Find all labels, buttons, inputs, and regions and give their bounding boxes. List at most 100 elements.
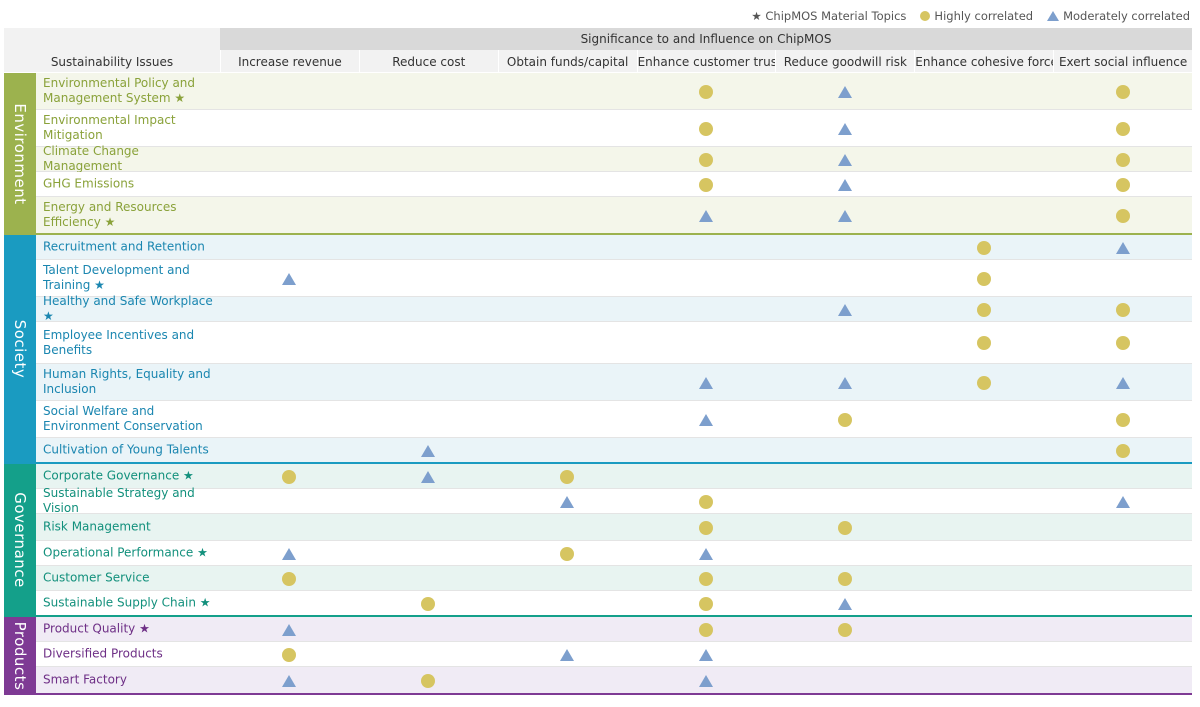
highly-correlated-mark: [560, 469, 575, 484]
moderately-correlated-mark: [699, 674, 713, 687]
moderately-correlated-mark: [282, 272, 297, 285]
table-row: Talent Development and Training ★: [36, 260, 1192, 297]
issue-label: Operational Performance ★: [43, 545, 208, 560]
moderately-correlated-mark: [837, 122, 852, 135]
issue-label: Customer Service: [43, 570, 150, 585]
highly-correlated-mark: [699, 152, 713, 167]
table-row: Sustainable Supply Chain ★: [36, 591, 1192, 616]
column-header: Enhance customer trust: [636, 50, 782, 72]
highly-correlated-mark: [699, 571, 713, 586]
issue-label: Healthy and Safe Workplace ★: [43, 294, 213, 323]
category-divider: [4, 615, 1192, 617]
table-row: Risk Management: [36, 514, 1192, 541]
highly-correlated-mark: [976, 240, 991, 255]
highly-correlated-mark: [1115, 84, 1130, 99]
significance-header: Significance to and Influence on ChipMOS: [220, 28, 1192, 50]
circle-icon: [920, 11, 931, 21]
issue-label: GHG Emissions: [43, 176, 135, 191]
highly-correlated-mark: [699, 596, 713, 611]
issue-label: Social Welfare and Environment Conservat…: [43, 404, 203, 433]
moderately-correlated-mark: [1115, 376, 1130, 389]
legend-moderate: Moderately correlated: [1047, 9, 1190, 23]
moderately-correlated-mark: [282, 623, 297, 636]
moderately-correlated-mark: [837, 85, 852, 98]
highly-correlated-mark: [282, 469, 297, 484]
moderately-correlated-mark: [699, 209, 713, 222]
column-header: Increase revenue: [220, 50, 359, 72]
highly-correlated-mark: [1115, 121, 1130, 136]
table-row: Corporate Governance ★: [36, 464, 1192, 489]
table-row: Cultivation of Young Talents: [36, 438, 1192, 463]
highly-correlated-mark: [560, 546, 575, 561]
triangle-icon: [1047, 11, 1060, 21]
table-row: Environmental Policy and Management Syst…: [36, 73, 1192, 110]
highly-correlated-mark: [699, 520, 713, 535]
column-header: Reduce cost: [358, 50, 498, 72]
moderately-correlated-mark: [1115, 495, 1130, 508]
column-header: Obtain funds/capital: [497, 50, 637, 72]
category-band: Governance: [4, 464, 36, 616]
legend-material: ★ ChipMOS Material Topics: [751, 9, 906, 23]
category-label: Governance: [11, 492, 29, 588]
issue-label: Sustainable Supply Chain ★: [43, 595, 211, 610]
issue-label: Talent Development and Training ★: [43, 263, 190, 292]
legend-high: Highly correlated: [920, 9, 1033, 23]
legend: ★ ChipMOS Material Topics Highly correla…: [751, 9, 1190, 23]
issue-label: Product Quality ★: [43, 621, 150, 636]
category-label: Society: [11, 319, 29, 379]
issue-label: Corporate Governance ★: [43, 468, 194, 483]
highly-correlated-mark: [1115, 208, 1130, 223]
moderately-correlated-mark: [560, 648, 575, 661]
issue-label: Risk Management: [43, 519, 151, 534]
issue-label: Employee Incentives and Benefits: [43, 327, 195, 357]
legend-material-label: ★ ChipMOS Material Topics: [751, 9, 907, 23]
column-header: Exert social influence: [1053, 50, 1193, 72]
table-row: Product Quality ★: [36, 617, 1192, 642]
issue-label: Human Rights, Equality and Inclusion: [43, 367, 211, 396]
issue-label: Environmental Policy and Management Syst…: [43, 76, 196, 105]
table-row: GHG Emissions: [36, 172, 1192, 197]
highly-correlated-mark: [282, 571, 297, 586]
moderately-correlated-mark: [699, 376, 713, 389]
column-header: Enhance cohesive force: [914, 50, 1058, 72]
highly-correlated-mark: [976, 302, 991, 317]
moderately-correlated-mark: [699, 648, 713, 661]
issue-label: Sustainable Strategy and Vision: [43, 486, 195, 515]
moderately-correlated-mark: [837, 376, 852, 389]
table-row: Social Welfare and Environment Conservat…: [36, 401, 1192, 438]
moderately-correlated-mark: [560, 495, 575, 508]
table-row: Operational Performance ★: [36, 541, 1192, 566]
issue-label: Recruitment and Retention: [43, 239, 205, 254]
highly-correlated-mark: [699, 622, 713, 637]
issues-header-label: Sustainability Issues: [50, 55, 174, 69]
table-row: Healthy and Safe Workplace ★: [36, 294, 1192, 323]
highly-correlated-mark: [837, 520, 852, 535]
issues-header: Sustainability Issues: [4, 28, 220, 72]
legend-moderate-label: Moderately correlated: [1063, 9, 1190, 23]
table-row: Customer Service: [36, 566, 1192, 591]
highly-correlated-mark: [1115, 412, 1130, 427]
category-divider: [4, 233, 1192, 235]
table-row: Energy and Resources Efficiency ★: [36, 197, 1192, 234]
category-divider: [4, 693, 1192, 695]
moderately-correlated-mark: [837, 209, 852, 222]
issue-label: Smart Factory: [43, 672, 127, 687]
highly-correlated-mark: [699, 494, 713, 509]
highly-correlated-mark: [837, 622, 852, 637]
highly-correlated-mark: [976, 375, 991, 390]
issue-label: Climate Change Management: [43, 144, 139, 173]
moderately-correlated-mark: [837, 303, 852, 316]
issue-label: Environmental Impact Mitigation: [43, 113, 176, 142]
table-row: Human Rights, Equality and Inclusion: [36, 364, 1192, 401]
highly-correlated-mark: [282, 647, 297, 662]
highly-correlated-mark: [699, 177, 713, 192]
moderately-correlated-mark: [837, 178, 852, 191]
table-row: Recruitment and Retention: [36, 235, 1192, 260]
moderately-correlated-mark: [699, 547, 713, 560]
highly-correlated-mark: [837, 571, 852, 586]
highly-correlated-mark: [1115, 152, 1130, 167]
moderately-correlated-mark: [699, 413, 713, 426]
category-band: Environment: [4, 73, 36, 234]
category-label: Environment: [11, 102, 29, 205]
highly-correlated-mark: [976, 336, 991, 350]
